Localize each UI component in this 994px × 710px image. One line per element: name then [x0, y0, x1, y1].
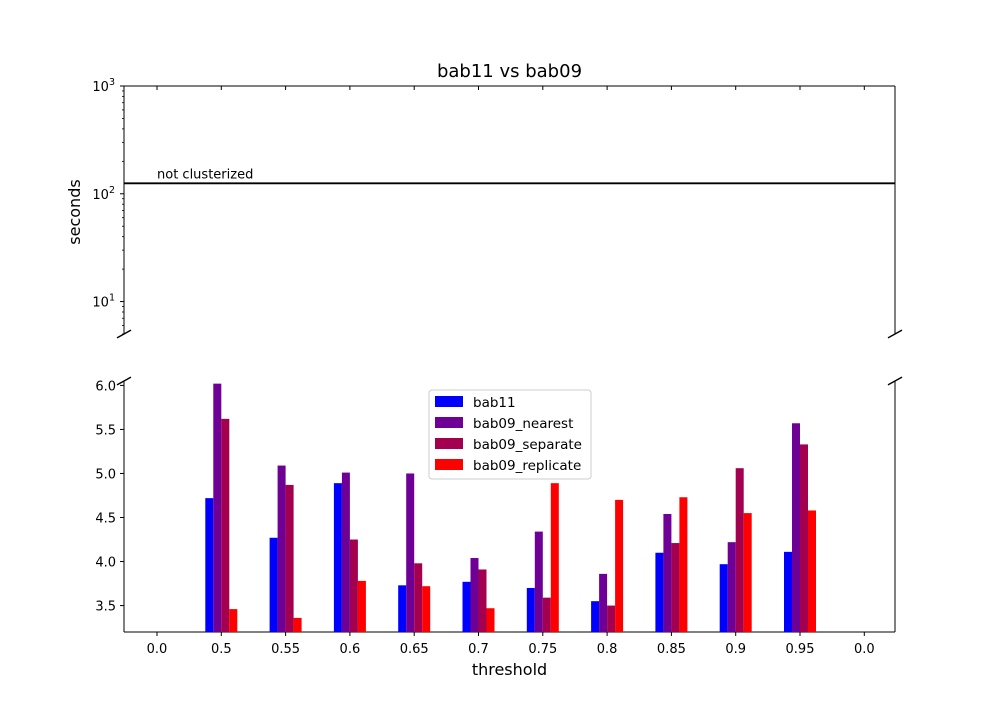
bar-bab11 — [784, 551, 792, 632]
bottom-panel-y-tick-label: 4.0 — [95, 556, 116, 571]
bar-bab11 — [591, 601, 600, 632]
bar-bab09_separate — [542, 597, 551, 632]
top-panel-y-tick-label: 101 — [92, 293, 115, 311]
bottom-panel-y-tick-label: 4.5 — [95, 512, 116, 527]
x-axis-tick-label: 0.9 — [725, 642, 746, 657]
x-axis-tick-label: 0.75 — [528, 642, 557, 657]
legend-label-bab11: bab11 — [473, 395, 516, 411]
bar-bab09_nearest — [599, 573, 608, 632]
axis-break-mark — [887, 329, 903, 339]
bar-bab09_nearest — [406, 473, 415, 632]
axis-break-mark — [116, 329, 132, 339]
x-axis-tick-label: 0.0 — [147, 642, 168, 657]
bar-bab09_nearest — [792, 423, 800, 632]
bar-bab09_separate — [478, 569, 487, 632]
legend-label-bab09_separate: bab09_separate — [473, 437, 582, 453]
x-axis-tick-label: 0.5 — [211, 642, 232, 657]
bottom-panel-y-tick-label: 5.0 — [95, 467, 116, 482]
legend-swatch-bab09_replicate — [435, 459, 463, 470]
bars-group — [205, 383, 816, 632]
bar-bab09_replicate — [743, 513, 752, 632]
bar-bab11 — [719, 564, 728, 632]
axis-break-mark — [116, 376, 132, 386]
bar-bab09_replicate — [808, 510, 816, 632]
x-axis-tick-label: 0.8 — [597, 642, 618, 657]
bar-bab09_separate — [735, 468, 744, 632]
bar-bab11 — [205, 498, 214, 632]
bar-bab09_replicate — [679, 497, 688, 632]
bar-bab09_nearest — [277, 465, 286, 632]
bar-bab09_separate — [607, 605, 616, 632]
axis-break-mark — [887, 376, 903, 386]
legend-swatch-bab09_nearest — [435, 417, 463, 428]
top-panel-y-tick-label: 103 — [92, 77, 115, 95]
x-axis-tick-label: 0.65 — [400, 642, 429, 657]
x-axis-tick-label: 0.85 — [657, 642, 686, 657]
chart-title: bab11 vs bab09 — [437, 61, 582, 82]
bar-bab09_separate — [414, 563, 423, 632]
legend-label-bab09_replicate: bab09_replicate — [473, 458, 581, 474]
bar-bab09_separate — [671, 543, 680, 632]
bar-bab09_nearest — [727, 542, 736, 632]
bar-bab09_separate — [221, 418, 230, 632]
bar-bab11 — [333, 483, 342, 632]
bar-bab09_replicate — [550, 483, 559, 632]
legend-box — [428, 389, 592, 480]
bar-bab09_nearest — [663, 513, 672, 632]
bar-bab09_nearest — [213, 383, 222, 632]
x-axis-title: threshold — [472, 660, 547, 679]
bottom-panel-y-tick-label: 3.5 — [95, 600, 116, 615]
bar-bab09_replicate — [229, 609, 238, 632]
bar-bab11 — [655, 552, 664, 632]
top-panel-y-tick-label: 102 — [92, 185, 115, 203]
bar-bab11 — [526, 587, 535, 632]
x-axis-tick-label: 0.95 — [786, 642, 815, 657]
bar-bab09_replicate — [615, 499, 624, 632]
y-axis-title: seconds — [65, 179, 84, 244]
bar-bab09_separate — [285, 484, 294, 632]
bar-bab09_nearest — [341, 472, 350, 632]
x-axis-tick-label: 0.0 — [854, 642, 875, 657]
bar-bab09_separate — [800, 444, 808, 632]
bar-bab09_replicate — [357, 580, 366, 632]
bottom-panel-y-tick-label: 6.0 — [95, 379, 116, 394]
reference-line-label: not clusterized — [157, 167, 253, 182]
bar-bab09_nearest — [534, 531, 543, 632]
bottom-panel-y-tick-label: 5.5 — [95, 423, 116, 438]
bar-bab09_replicate — [486, 608, 495, 632]
bar-bab09_replicate — [293, 617, 302, 632]
bar-bab09_nearest — [470, 558, 479, 632]
bar-bab11 — [269, 537, 278, 632]
x-axis-tick-label: 0.55 — [271, 642, 300, 657]
legend-label-bab09_nearest: bab09_nearest — [473, 416, 573, 432]
bar-bab09_replicate — [422, 586, 431, 632]
legend-swatch-bab11 — [435, 396, 463, 407]
x-axis-tick-label: 0.7 — [468, 642, 489, 657]
bar-bab11 — [398, 585, 407, 632]
x-axis-tick-label: 0.6 — [340, 642, 361, 657]
legend-swatch-bab09_separate — [435, 438, 463, 449]
bar-bab09_separate — [349, 539, 358, 632]
bar-bab11 — [462, 581, 471, 632]
